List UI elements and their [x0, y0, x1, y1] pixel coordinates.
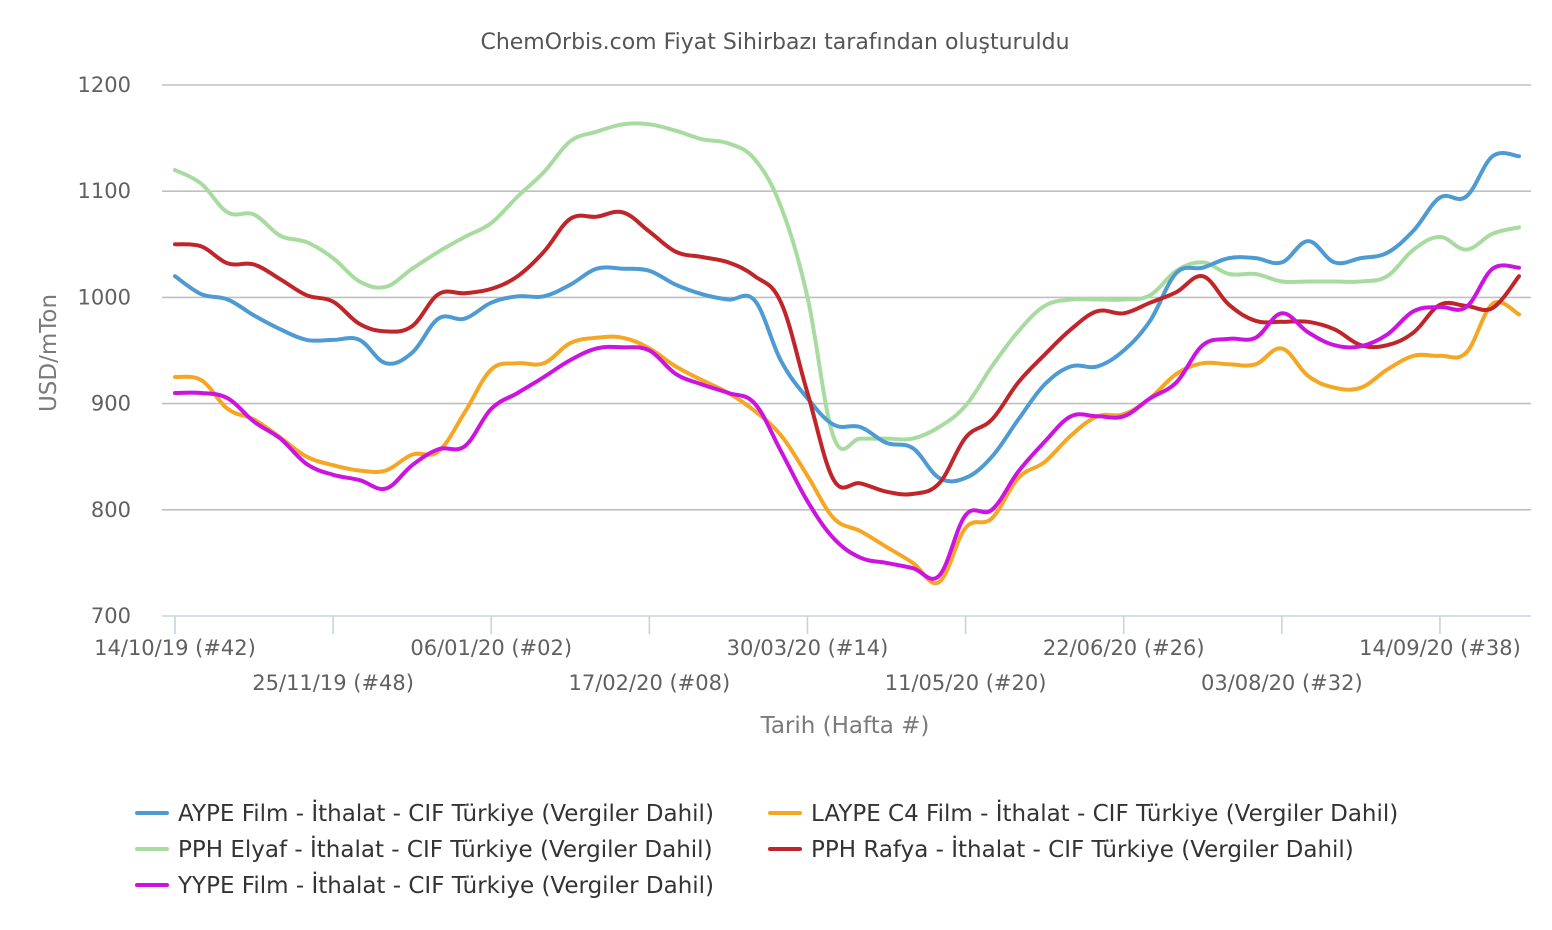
x-tick-label: 30/03/20 (#14): [727, 636, 889, 660]
series-line: [173, 209, 1521, 497]
legend-label: LAYPE C4 Film - İthalat - CIF Türkiye (V…: [811, 799, 1398, 827]
series-lines: [173, 121, 1521, 586]
x-tick-label: 17/02/20 (#08): [569, 671, 731, 695]
legend: AYPE Film - İthalat - CIF Türkiye (Vergi…: [135, 799, 1398, 899]
legend-item[interactable]: PPH Elyaf - İthalat - CIF Türkiye (Vergi…: [135, 835, 713, 863]
legend-item[interactable]: PPH Rafya - İthalat - CIF Türkiye (Vergi…: [768, 835, 1354, 863]
legend-item[interactable]: LAYPE C4 Film - İthalat - CIF Türkiye (V…: [768, 799, 1398, 827]
x-tick-label: 11/05/20 (#20): [885, 671, 1047, 695]
x-tick-label: 22/06/20 (#26): [1043, 636, 1205, 660]
y-tick-label: 1100: [78, 179, 131, 203]
series-line: [173, 300, 1521, 586]
y-tick-label: 1200: [78, 73, 131, 97]
y-tick-label: 700: [91, 604, 131, 628]
y-axis-ticks: 700 800 900 1000 1100 1200: [78, 73, 131, 628]
legend-label: AYPE Film - İthalat - CIF Türkiye (Vergi…: [178, 799, 714, 827]
x-axis-ticks: 14/10/19 (#42) 25/11/19 (#48) 06/01/20 (#0…: [94, 616, 1521, 695]
legend-label: PPH Elyaf - İthalat - CIF Türkiye (Vergi…: [178, 835, 713, 863]
gridlines: [162, 84, 1531, 511]
chart-title: ChemOrbis.com Fiyat Sihirbazı tarafından…: [480, 30, 1069, 55]
x-tick-label: 03/08/20 (#32): [1201, 671, 1363, 695]
x-tick-label: 14/09/20 (#38): [1359, 636, 1521, 660]
x-tick-label: 06/01/20 (#02): [410, 636, 572, 660]
x-axis-title: Tarih (Hafta #): [760, 713, 930, 739]
legend-label: YYPE Film - İthalat - CIF Türkiye (Vergi…: [177, 871, 714, 899]
legend-item[interactable]: AYPE Film - İthalat - CIF Türkiye (Vergi…: [135, 799, 714, 827]
y-tick-label: 800: [91, 498, 131, 522]
series-line: [173, 121, 1521, 452]
x-tick-label: 25/11/19 (#48): [252, 671, 414, 695]
y-tick-label: 900: [91, 392, 131, 416]
y-axis-title: USD/mTon: [36, 294, 62, 412]
series-line: [173, 263, 1521, 581]
x-tick-label: 14/10/19 (#42): [94, 636, 256, 660]
y-tick-label: 1000: [78, 285, 131, 309]
series-line: [173, 150, 1521, 484]
legend-label: PPH Rafya - İthalat - CIF Türkiye (Vergi…: [811, 835, 1354, 863]
legend-item[interactable]: YYPE Film - İthalat - CIF Türkiye (Vergi…: [135, 871, 714, 899]
